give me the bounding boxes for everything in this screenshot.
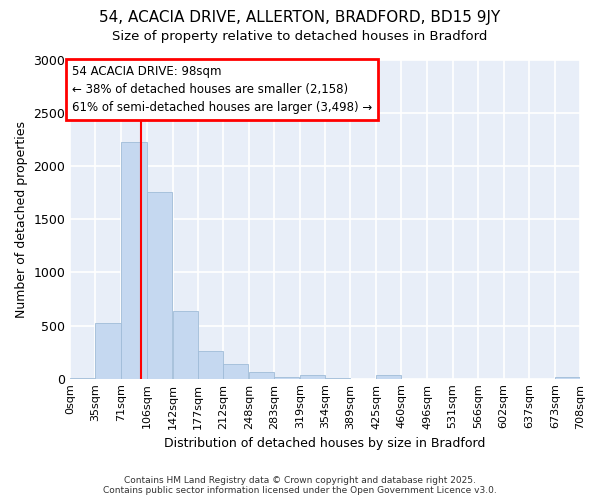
- Bar: [173, 311, 198, 378]
- Text: 54, ACACIA DRIVE, ALLERTON, BRADFORD, BD15 9JY: 54, ACACIA DRIVE, ALLERTON, BRADFORD, BD…: [100, 10, 500, 25]
- Bar: [121, 142, 146, 378]
- Bar: [274, 376, 299, 378]
- Bar: [95, 324, 121, 378]
- Bar: [249, 372, 274, 378]
- Y-axis label: Number of detached properties: Number of detached properties: [15, 121, 28, 318]
- Text: 54 ACACIA DRIVE: 98sqm
← 38% of detached houses are smaller (2,158)
61% of semi-: 54 ACACIA DRIVE: 98sqm ← 38% of detached…: [72, 66, 372, 114]
- X-axis label: Distribution of detached houses by size in Bradford: Distribution of detached houses by size …: [164, 437, 486, 450]
- Bar: [376, 376, 401, 378]
- Text: Size of property relative to detached houses in Bradford: Size of property relative to detached ho…: [112, 30, 488, 43]
- Bar: [223, 364, 248, 378]
- Bar: [198, 351, 223, 378]
- Bar: [146, 192, 172, 378]
- Bar: [555, 377, 580, 378]
- Bar: [300, 376, 325, 378]
- Text: Contains HM Land Registry data © Crown copyright and database right 2025.
Contai: Contains HM Land Registry data © Crown c…: [103, 476, 497, 495]
